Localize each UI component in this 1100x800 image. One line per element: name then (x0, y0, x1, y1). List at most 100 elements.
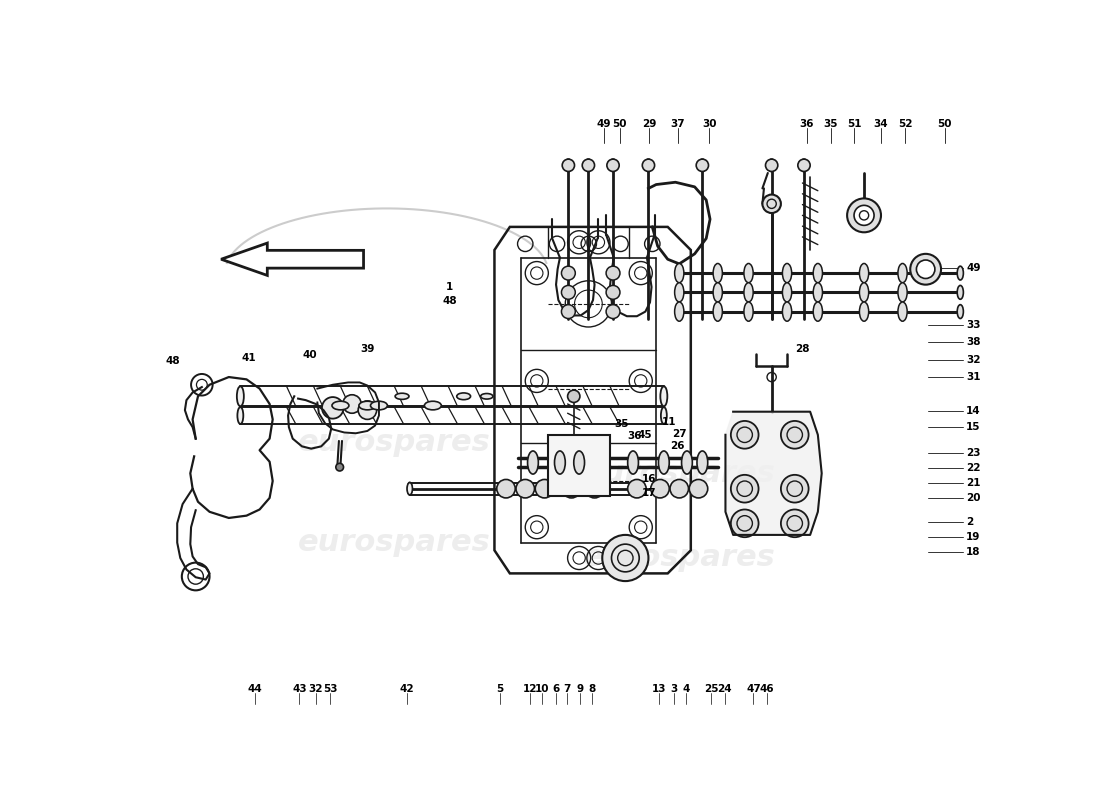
Ellipse shape (628, 451, 638, 474)
Circle shape (562, 159, 574, 171)
Text: 48: 48 (165, 356, 179, 366)
Circle shape (561, 305, 575, 318)
Ellipse shape (813, 282, 823, 302)
Circle shape (606, 305, 620, 318)
Text: 46: 46 (760, 683, 774, 694)
Text: 49: 49 (596, 118, 611, 129)
Ellipse shape (425, 402, 441, 410)
Text: 2: 2 (966, 518, 974, 527)
Text: 13: 13 (652, 683, 667, 694)
Circle shape (562, 479, 581, 498)
Ellipse shape (713, 302, 723, 322)
Text: 48: 48 (442, 295, 456, 306)
Text: 50: 50 (613, 118, 627, 129)
Text: 15: 15 (966, 422, 980, 433)
Text: 1: 1 (446, 282, 453, 292)
Circle shape (516, 479, 535, 498)
Text: 53: 53 (322, 683, 338, 694)
Ellipse shape (713, 282, 723, 302)
Ellipse shape (898, 282, 907, 302)
Text: 21: 21 (966, 478, 980, 488)
Ellipse shape (898, 263, 907, 282)
Ellipse shape (660, 386, 668, 406)
Text: 39: 39 (360, 343, 374, 354)
Text: 30: 30 (702, 118, 717, 129)
Ellipse shape (528, 451, 538, 474)
Circle shape (336, 463, 343, 471)
Ellipse shape (481, 394, 493, 399)
Text: 51: 51 (847, 118, 861, 129)
Text: 19: 19 (966, 532, 980, 542)
Circle shape (781, 475, 808, 502)
Text: 43: 43 (293, 683, 307, 694)
Ellipse shape (813, 263, 823, 282)
Circle shape (628, 479, 646, 498)
Text: 35: 35 (823, 118, 838, 129)
Ellipse shape (639, 482, 642, 495)
Circle shape (730, 421, 759, 449)
Text: 37: 37 (671, 118, 685, 129)
Circle shape (182, 562, 209, 590)
Ellipse shape (236, 386, 244, 406)
Circle shape (696, 159, 708, 171)
Text: 4: 4 (682, 683, 690, 694)
Circle shape (606, 266, 620, 280)
Text: eurospares: eurospares (298, 528, 491, 557)
Text: 12: 12 (522, 683, 537, 694)
Text: 17: 17 (642, 488, 657, 498)
Text: 34: 34 (873, 118, 888, 129)
Ellipse shape (744, 263, 754, 282)
Text: 50: 50 (937, 118, 953, 129)
Text: 32: 32 (966, 354, 980, 365)
Circle shape (606, 286, 620, 299)
Circle shape (191, 374, 212, 395)
Text: 25: 25 (704, 683, 718, 694)
Ellipse shape (674, 263, 684, 282)
Circle shape (561, 266, 575, 280)
Text: eurospares: eurospares (583, 543, 775, 573)
Ellipse shape (782, 263, 792, 282)
Ellipse shape (674, 302, 684, 322)
Circle shape (854, 206, 874, 226)
Text: 44: 44 (248, 683, 262, 694)
Circle shape (766, 159, 778, 171)
Ellipse shape (859, 302, 869, 322)
Text: 41: 41 (241, 353, 256, 363)
Text: eurospares: eurospares (583, 459, 775, 488)
Ellipse shape (574, 451, 584, 474)
Text: 36: 36 (628, 431, 642, 441)
Text: 5: 5 (496, 683, 504, 694)
Ellipse shape (661, 407, 667, 424)
Circle shape (730, 510, 759, 538)
Ellipse shape (697, 451, 707, 474)
Circle shape (670, 479, 689, 498)
Ellipse shape (332, 402, 349, 410)
Circle shape (730, 475, 759, 502)
Ellipse shape (682, 451, 692, 474)
Circle shape (536, 479, 553, 498)
Text: 18: 18 (966, 547, 980, 557)
Text: 27: 27 (672, 429, 686, 438)
Ellipse shape (713, 263, 723, 282)
Circle shape (585, 479, 604, 498)
Ellipse shape (456, 393, 471, 400)
Ellipse shape (813, 302, 823, 322)
Text: 6: 6 (552, 683, 560, 694)
Text: 9: 9 (576, 683, 583, 694)
Circle shape (651, 479, 669, 498)
Text: 29: 29 (642, 118, 657, 129)
Text: 24: 24 (717, 683, 732, 694)
Circle shape (359, 401, 376, 419)
Ellipse shape (674, 282, 684, 302)
Circle shape (322, 397, 343, 418)
Ellipse shape (554, 451, 565, 474)
Text: 16: 16 (642, 474, 657, 484)
Text: 20: 20 (966, 493, 980, 502)
Text: 52: 52 (898, 118, 912, 129)
Text: 11: 11 (661, 418, 676, 427)
Circle shape (642, 159, 654, 171)
Ellipse shape (957, 286, 964, 299)
Circle shape (603, 535, 649, 581)
Circle shape (690, 479, 707, 498)
Ellipse shape (898, 302, 907, 322)
